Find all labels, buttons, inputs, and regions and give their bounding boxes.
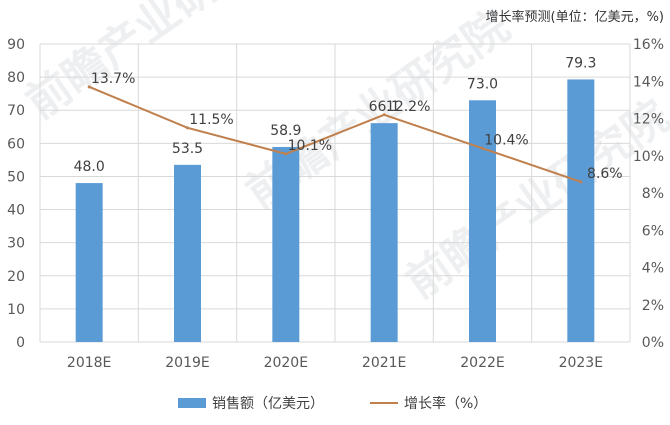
y-tick-label-right: 6% (642, 223, 664, 239)
y-tick-label-left: 50 (7, 169, 25, 185)
line-data-label: 8.6% (587, 166, 623, 182)
bar (370, 123, 398, 342)
gridlines (39, 43, 631, 343)
y-tick-label-right: 16% (633, 37, 664, 53)
y-tick-label-right: 0% (642, 335, 664, 351)
y-tick-label-left: 70 (7, 103, 25, 119)
x-tick-label: 2018E (67, 355, 111, 371)
bar-data-label: 48.0 (74, 159, 105, 175)
legend-label-growth: 增长率（%） (404, 395, 487, 412)
line-point (284, 152, 288, 156)
y-tick-label-left: 40 (7, 203, 25, 219)
bar (469, 100, 496, 343)
bar-data-label: 58.9 (270, 123, 301, 139)
line-data-label: 13.7% (91, 71, 135, 87)
line-point (186, 126, 189, 130)
x-tick-label: 2022E (460, 355, 504, 371)
bar (567, 79, 595, 342)
y-tick-label-left: 10 (7, 302, 25, 318)
legend: 销售额（亿美元） 增长率（%） (178, 395, 487, 412)
y-tick-label-left: 0 (16, 335, 25, 351)
y-tick-label-right: 10% (633, 149, 664, 165)
y-tick-label-right: 8% (642, 186, 664, 202)
line-data-label: 10.1% (288, 138, 332, 154)
x-tick-label: 2020E (264, 355, 308, 371)
bar-data-label: 79.3 (565, 55, 596, 71)
y-tick-label-left: 30 (7, 236, 25, 252)
y-tick-label-left: 60 (7, 136, 25, 152)
x-axis: 2018E 2019E 2020E 2021E 2022E 2023E (67, 355, 603, 371)
bar-data-label: 66.1 (369, 99, 400, 115)
y-tick-label-left: 20 (7, 269, 25, 285)
svg-text:前瞻产业研究院: 前瞻产业研究院 (17, 0, 299, 129)
line-point (87, 85, 91, 89)
y-tick-label-left: 80 (7, 70, 25, 86)
line-point (382, 113, 386, 117)
growth-line (88, 85, 582, 183)
x-tick-label: 2023E (559, 355, 603, 371)
y-tick-label-right: 12% (633, 112, 664, 128)
header-note: 增长率预测(单位：亿美元，%) (485, 10, 665, 25)
bar-data-label: 53.5 (172, 141, 203, 157)
y-tick-label-right: 14% (633, 74, 664, 90)
bar-series: 48.0 53.5 58.9 66.1 73.0 79.3 (74, 55, 596, 343)
y-axis-right: 0% 2% 4% 6% 8% 10% 12% 14% 16% (633, 37, 664, 351)
y-axis-left: 0 10 20 30 40 50 60 70 80 90 (7, 37, 25, 351)
legend-swatch-bar (178, 398, 206, 408)
line-data-label: 10.4% (484, 132, 528, 148)
line-data-label: 12.2% (386, 99, 430, 115)
bar (174, 164, 201, 342)
line-point (481, 146, 484, 150)
x-tick-label: 2019E (165, 355, 209, 371)
y-tick-label-right: 4% (642, 261, 664, 277)
bar (272, 146, 300, 342)
line-point (579, 180, 583, 184)
x-tick-label: 2021E (362, 355, 406, 371)
line-series: 13.7% 11.5% 10.1% 12.2% 10.4% 8.6% (87, 71, 623, 184)
y-tick-label-left: 90 (7, 37, 25, 53)
bar (75, 183, 103, 342)
bar-data-label: 73.0 (467, 76, 498, 92)
y-tick-label-right: 2% (642, 298, 664, 314)
legend-label-sales: 销售额（亿美元） (212, 396, 324, 412)
line-data-label: 11.5% (189, 112, 233, 128)
